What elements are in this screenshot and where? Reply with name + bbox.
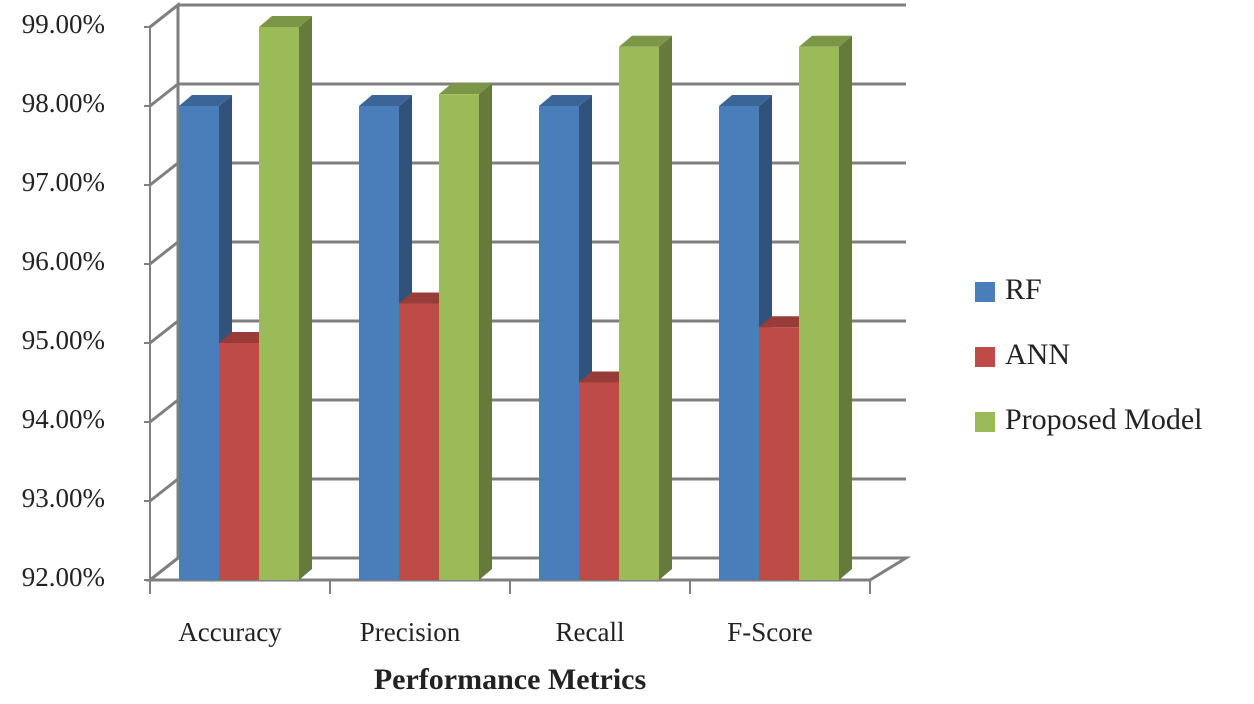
bar-top <box>259 16 312 27</box>
bar <box>399 303 439 580</box>
bar-top <box>579 371 632 383</box>
bar <box>759 327 799 580</box>
bar-side <box>659 35 672 580</box>
bar-top <box>399 292 452 304</box>
bar-top <box>759 316 812 328</box>
y-tick-label: 95.00% <box>22 325 105 355</box>
bar-side <box>839 35 852 580</box>
legend-swatch <box>975 412 995 432</box>
y-tick-label: 96.00% <box>22 246 105 276</box>
y-tick-label: 94.00% <box>22 404 105 434</box>
y-tick-label: 98.00% <box>22 88 105 118</box>
x-tick-label: Precision <box>360 617 461 647</box>
x-tick-label: Accuracy <box>178 617 282 647</box>
legend-label: RF <box>1005 273 1042 306</box>
bar-top <box>619 35 672 47</box>
bar <box>539 106 579 580</box>
y-tick-label: 97.00% <box>22 167 105 197</box>
x-tick-label: F-Score <box>727 617 812 647</box>
y-tick-label: 92.00% <box>22 562 105 592</box>
legend-swatch <box>975 347 995 367</box>
legend-label: Proposed Model <box>1005 403 1203 436</box>
left-wall <box>149 1 180 582</box>
bar <box>179 106 219 580</box>
bar-top <box>359 95 412 106</box>
bar-top <box>719 95 772 106</box>
x-tick-label: Recall <box>556 617 625 647</box>
bar <box>799 46 839 580</box>
bar-top <box>219 332 272 343</box>
bar-top <box>439 83 492 95</box>
grid-line <box>149 3 906 29</box>
y-tick-label: 99.00% <box>22 9 105 39</box>
bar-side <box>299 16 312 580</box>
x-axis-title: Performance Metrics <box>374 663 646 696</box>
bar <box>219 343 259 580</box>
y-tick-label: 93.00% <box>22 483 105 513</box>
legend-label: ANN <box>1005 338 1070 371</box>
bar <box>359 106 399 580</box>
bar-top <box>539 95 592 106</box>
bar <box>259 27 299 580</box>
bar <box>439 94 479 581</box>
bar-side <box>479 83 492 581</box>
bar-top <box>179 95 232 106</box>
bar <box>619 46 659 580</box>
bar-top <box>799 35 852 47</box>
bar <box>579 382 619 580</box>
bar <box>719 106 759 580</box>
legend-swatch <box>975 282 995 302</box>
